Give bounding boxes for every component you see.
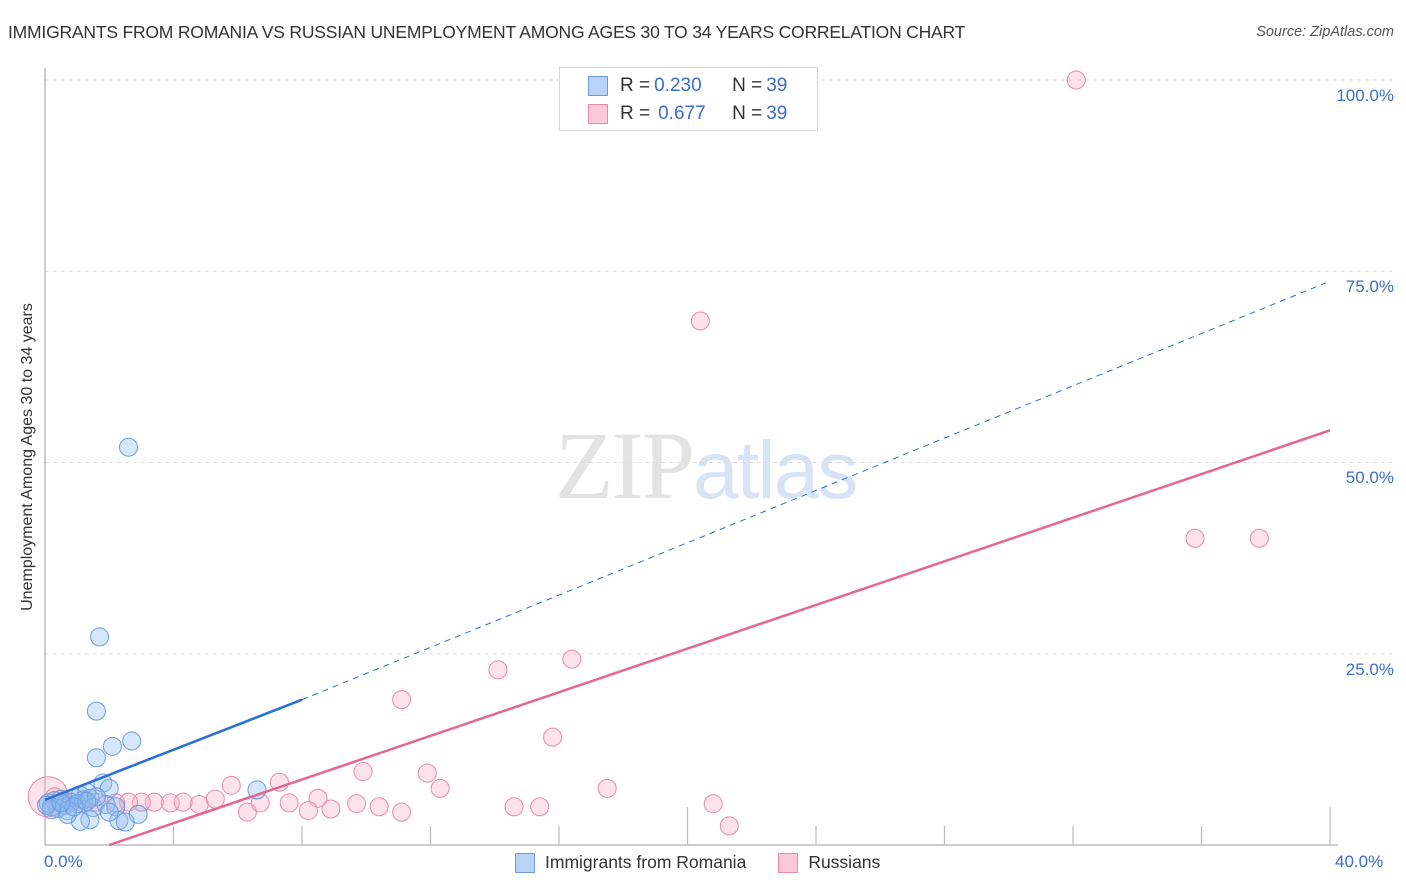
data-point [417, 763, 437, 783]
data-point [86, 787, 106, 807]
r-label: R = [620, 75, 651, 96]
n-value: 39 [766, 75, 788, 96]
data-point [189, 794, 209, 814]
data-point [321, 799, 341, 819]
data-point [543, 727, 563, 747]
romania-points [37, 437, 267, 832]
data-point [57, 804, 77, 824]
data-point [279, 793, 299, 813]
russians-swatch-icon [778, 852, 799, 873]
r-value: 0.230 [654, 75, 702, 96]
y-tick-75: 75.0% [1345, 277, 1394, 296]
n-value: 39 [766, 103, 788, 124]
n-label: N = [732, 75, 763, 96]
data-point [109, 811, 129, 831]
data-point [122, 731, 142, 751]
data-point [221, 775, 241, 795]
romania-swatch-icon [588, 76, 608, 96]
data-point [392, 802, 412, 822]
watermark-zip: ZIP [555, 412, 695, 519]
data-point [488, 660, 508, 680]
y-tick-50: 50.0% [1345, 468, 1394, 487]
russians-trend-line [108, 429, 1331, 847]
x-tick-max: 40.0% [1335, 852, 1384, 871]
data-point [347, 794, 367, 814]
data-point [703, 794, 723, 814]
data-point [1066, 70, 1086, 90]
data-point [430, 778, 450, 798]
correlation-legend: R = 0.230 N = 39 R = 0.677 N = 39 [559, 67, 818, 131]
data-point [392, 690, 412, 710]
y-tick-100: 100.0% [1336, 86, 1394, 105]
data-point [369, 797, 389, 817]
legend-item-romania[interactable]: Immigrants from Romania [515, 852, 746, 873]
data-point [173, 792, 193, 812]
data-point [353, 762, 373, 782]
data-point [37, 795, 57, 815]
data-point [205, 789, 225, 809]
data-point [298, 801, 318, 821]
data-point [86, 748, 106, 768]
watermark-logo: ZIPatlas [555, 410, 858, 521]
romania-trend-extension [301, 280, 1331, 701]
data-point [86, 701, 106, 721]
chart-title: IMMIGRANTS FROM ROMANIA VS RUSSIAN UNEMP… [8, 22, 966, 42]
data-point [119, 437, 139, 457]
data-point [504, 797, 524, 817]
legend-row-russians: R = 0.677 N = 39 [588, 102, 787, 126]
legend-label: Russians [808, 852, 881, 872]
data-point [77, 791, 97, 811]
russians-swatch-icon [588, 104, 608, 124]
romania-trend-line [44, 698, 303, 802]
watermark-atlas: atlas [693, 425, 858, 516]
data-point [719, 816, 739, 836]
data-point [237, 802, 257, 822]
data-point [1249, 528, 1269, 548]
axes [44, 68, 1338, 846]
data-point [74, 790, 94, 810]
data-point [690, 311, 710, 331]
legend-row-romania: R = 0.230 N = 39 [588, 74, 787, 98]
data-point [115, 812, 135, 832]
russians-points [27, 70, 1269, 836]
data-point [1185, 528, 1205, 548]
legend-item-russians[interactable]: Russians [778, 852, 880, 873]
data-point [562, 649, 582, 669]
data-point [102, 736, 122, 756]
data-point [64, 797, 84, 817]
trend-lines [44, 280, 1331, 847]
data-point [530, 797, 550, 817]
series-legend: Immigrants from Romania Russians [515, 852, 912, 873]
data-point [597, 778, 617, 798]
r-label: R = [620, 103, 651, 124]
data-point [80, 810, 100, 830]
n-label: N = [732, 103, 763, 124]
gridlines [45, 79, 1392, 655]
y-tick-25: 25.0% [1345, 660, 1394, 679]
data-point [90, 627, 110, 647]
legend-label: Immigrants from Romania [545, 852, 747, 872]
x-tick-min: 0.0% [44, 852, 83, 871]
data-point [99, 802, 119, 822]
source-label: Source: ZipAtlas.com [1256, 24, 1394, 40]
romania-swatch-icon [515, 852, 535, 873]
r-value: 0.677 [658, 103, 706, 124]
